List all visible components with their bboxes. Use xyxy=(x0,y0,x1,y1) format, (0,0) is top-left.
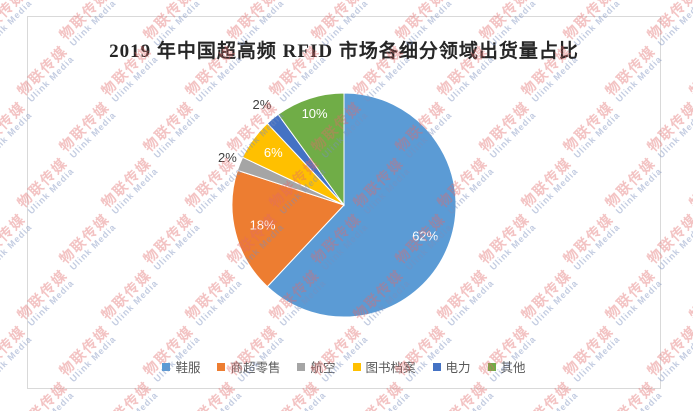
legend-item-图书档案: 图书档案 xyxy=(352,357,416,376)
chart-legend: 鞋服 商超零售 航空 图书档案 电力 其他 xyxy=(28,357,660,376)
pie-label-其他: 10% xyxy=(302,106,328,121)
chart-border-frame: 2019 年中国超高频 RFID 市场各细分领域出货量占比 鞋服 商超零售 航空 图书… xyxy=(27,16,661,389)
legend-label: 商超零售 xyxy=(230,361,281,375)
pie-label-电力: 2% xyxy=(253,97,272,112)
pie-label-商超零售: 18% xyxy=(250,217,276,232)
legend-label: 鞋服 xyxy=(175,361,201,375)
pie-label-鞋服: 62% xyxy=(412,229,438,244)
legend-item-其他: 其他 xyxy=(487,357,526,376)
legend-label: 图书档案 xyxy=(365,361,416,375)
legend-swatch-电力 xyxy=(432,362,441,371)
legend-item-航空: 航空 xyxy=(297,357,336,376)
pie-label-图书档案: 6% xyxy=(264,145,283,160)
legend-item-鞋服: 鞋服 xyxy=(162,357,200,376)
legend-label: 其他 xyxy=(500,361,526,375)
legend-label: 航空 xyxy=(310,361,336,375)
legend-item-电力: 电力 xyxy=(432,357,471,376)
legend-item-商超零售: 商超零售 xyxy=(217,357,280,376)
legend-swatch-商超零售 xyxy=(217,362,226,371)
pie-slice-商超零售 xyxy=(231,169,345,288)
pie-slice-鞋服 xyxy=(266,92,457,318)
chart-title: 2019 年中国超高频 RFID 市场各细分领域出货量占比 xyxy=(109,41,579,62)
legend-swatch-图书档案 xyxy=(352,362,361,371)
legend-swatch-其他 xyxy=(487,362,496,371)
legend-swatch-鞋服 xyxy=(162,362,171,371)
legend-label: 电力 xyxy=(445,361,471,375)
pie-slice-其他 xyxy=(277,92,345,207)
pie-label-航空: 2% xyxy=(218,150,237,165)
legend-swatch-航空 xyxy=(297,362,306,371)
